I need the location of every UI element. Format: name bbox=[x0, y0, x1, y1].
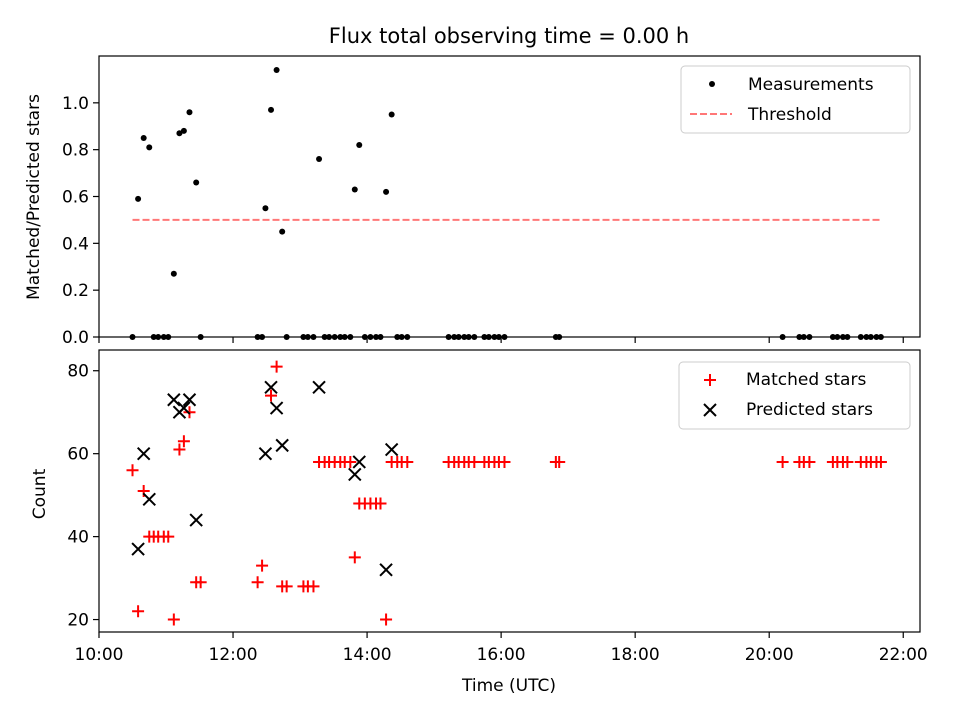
axes-frame bbox=[98, 349, 921, 633]
predicted-stars-point bbox=[167, 393, 181, 407]
y-tick-label: 40 bbox=[67, 528, 89, 548]
predicted-stars-point bbox=[189, 513, 203, 527]
top-legend: Measurements Threshold bbox=[680, 65, 911, 134]
matched-stars-point bbox=[251, 576, 264, 589]
measurement-point bbox=[140, 134, 147, 141]
predicted-stars-point bbox=[352, 455, 366, 469]
matched-stars-point bbox=[348, 551, 361, 564]
y-tick-label: 0.2 bbox=[62, 281, 89, 301]
y-tick-label: 0.6 bbox=[62, 188, 89, 208]
bottom-legend-frame bbox=[678, 361, 911, 430]
predicted-stars-point bbox=[136, 446, 151, 461]
matched-stars-point bbox=[874, 455, 887, 468]
y-tick-label: 1.0 bbox=[62, 94, 89, 114]
predicted-stars-point bbox=[312, 380, 326, 395]
matched-stars-point bbox=[162, 530, 175, 543]
series-predicted-stars bbox=[131, 380, 399, 577]
matched-stars-point bbox=[803, 455, 816, 468]
measurement-point bbox=[170, 270, 177, 277]
measurement-point bbox=[383, 188, 390, 195]
predicted-stars-point bbox=[269, 401, 284, 415]
measurement-point bbox=[268, 106, 275, 113]
matched-stars-point bbox=[167, 613, 180, 626]
legend-measurements-label: Measurements bbox=[748, 75, 874, 95]
predicted-stars-point bbox=[258, 446, 273, 461]
matched-stars-point bbox=[468, 455, 481, 468]
x-tick-label: 22:00 bbox=[879, 645, 928, 665]
matched-stars-point bbox=[841, 455, 854, 468]
matched-stars-point bbox=[177, 435, 190, 448]
matched-stars-point bbox=[137, 485, 150, 497]
matched-stars-point bbox=[270, 360, 283, 373]
predicted-stars-point bbox=[142, 492, 156, 507]
measurement-point bbox=[146, 144, 153, 151]
y-tick-label: 0.8 bbox=[62, 141, 89, 161]
series-matched-stars bbox=[126, 360, 887, 626]
matched-stars-point bbox=[280, 580, 293, 593]
measurement-point bbox=[388, 111, 395, 118]
matched-stars-point bbox=[401, 455, 414, 468]
matched-stars-point bbox=[374, 497, 387, 510]
legend-predicted-label: Predicted stars bbox=[746, 400, 873, 420]
matched-stars-point bbox=[344, 455, 357, 468]
x-axis-label: Time (UTC) bbox=[461, 676, 556, 696]
x-tick-label: 18:00 bbox=[611, 645, 660, 665]
x-tick-label: 16:00 bbox=[477, 645, 526, 665]
matched-stars-point bbox=[307, 580, 320, 593]
measurement-point bbox=[193, 179, 200, 186]
matched-stars-point bbox=[776, 455, 789, 468]
predicted-stars-point bbox=[275, 438, 289, 453]
y-tick-label: 20 bbox=[67, 611, 89, 631]
measurement-point bbox=[176, 130, 183, 137]
measurement-point bbox=[262, 205, 269, 212]
predicted-stars-point bbox=[264, 380, 278, 395]
y-tick-label: 0.4 bbox=[62, 234, 89, 254]
predicted-stars-point bbox=[348, 467, 362, 482]
x-tick-label: 20:00 bbox=[745, 645, 794, 665]
predicted-stars-point bbox=[131, 542, 145, 556]
bottom-axes: 20 40 60 80 10:00 12:00 14:00 16:00 18:00 20:00 22… bbox=[67, 349, 928, 665]
legend-measurements-marker bbox=[709, 81, 715, 87]
predicted-stars-point bbox=[182, 393, 197, 407]
chart-title: Flux total observing time = 0.00 h bbox=[329, 24, 689, 48]
bottom-legend: Matched stars Predicted stars bbox=[678, 361, 911, 430]
y-tick-label: 0.0 bbox=[62, 328, 89, 348]
x-tick-label: 12:00 bbox=[209, 645, 258, 665]
matched-stars-point bbox=[265, 389, 278, 402]
measurement-point bbox=[351, 186, 358, 193]
matched-stars-point bbox=[194, 576, 207, 589]
predicted-stars-point bbox=[177, 401, 191, 415]
measurement-point bbox=[186, 109, 193, 116]
measurement-point bbox=[356, 141, 363, 148]
matched-stars-point bbox=[126, 464, 139, 477]
legend-threshold-label: Threshold bbox=[747, 105, 832, 125]
measurement-point bbox=[279, 228, 286, 235]
bottom-y-axis-label: Count bbox=[30, 468, 50, 519]
legend-matched-marker bbox=[704, 374, 716, 386]
y-tick-label: 60 bbox=[67, 445, 89, 465]
matched-stars-point bbox=[380, 613, 393, 626]
x-tick-label: 10:00 bbox=[75, 645, 124, 665]
predicted-stars-point bbox=[384, 442, 399, 457]
x-tick-label: 14:00 bbox=[343, 645, 392, 665]
measurement-point bbox=[316, 156, 323, 163]
matched-stars-point bbox=[553, 455, 566, 468]
top-axes: 0.0 0.2 0.4 0.6 0.8 1.0 bbox=[62, 55, 921, 348]
predicted-stars-point bbox=[379, 563, 393, 577]
top-y-axis-label: Matched/Predicted stars bbox=[24, 94, 44, 300]
measurement-point bbox=[180, 127, 187, 134]
y-tick-label: 80 bbox=[67, 362, 89, 382]
matched-stars-point bbox=[183, 406, 196, 419]
top-legend-frame bbox=[680, 65, 911, 134]
legend-predicted-marker bbox=[703, 403, 717, 417]
legend-matched-label: Matched stars bbox=[746, 370, 866, 390]
matched-stars-point bbox=[132, 605, 145, 618]
matched-stars-point bbox=[173, 443, 186, 456]
matched-stars-point bbox=[256, 559, 269, 572]
matched-stars-point bbox=[498, 455, 511, 468]
measurement-point bbox=[135, 195, 142, 202]
measurement-point bbox=[273, 67, 280, 74]
